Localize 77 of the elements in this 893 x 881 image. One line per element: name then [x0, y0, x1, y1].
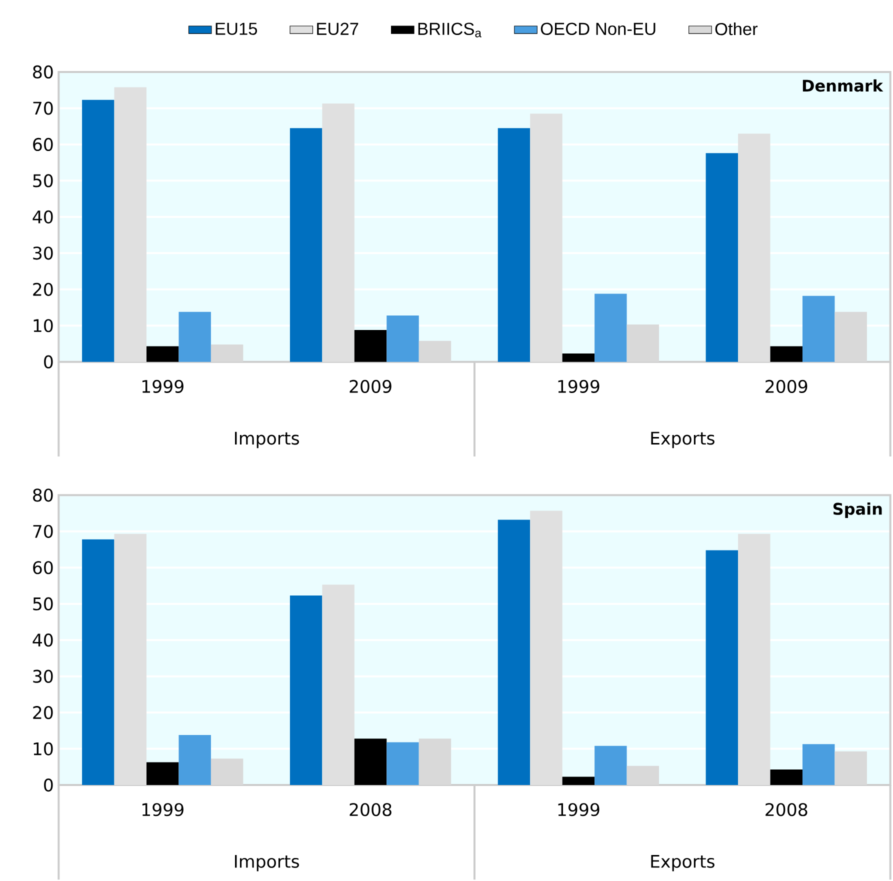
bar [738, 134, 770, 362]
y-tick-label: 30 [33, 246, 53, 260]
legend-label: BRIICS$_{a}$ [418, 22, 482, 38]
bar [322, 104, 354, 362]
bar [82, 540, 114, 786]
bar [210, 758, 244, 786]
bar [706, 550, 738, 786]
y-tick-label: 40 [32, 210, 53, 224]
bar [770, 346, 802, 362]
bar [386, 316, 419, 362]
text: Exports [651, 855, 714, 872]
bar [498, 128, 530, 362]
y-tick-label: 0 [44, 778, 53, 792]
bar [530, 114, 562, 362]
bar [290, 128, 322, 362]
y-tick-label: 20 [33, 283, 53, 296]
bar [82, 100, 114, 362]
text: Exports [651, 432, 714, 448]
bar [706, 153, 738, 362]
bar [290, 596, 322, 786]
legend-label: OECD Non-EU [540, 22, 656, 36]
chart-title: Denmark [802, 80, 884, 92]
bar [626, 766, 660, 786]
y-tick-label: 30 [33, 670, 53, 684]
x-tick-label: 1999 [142, 380, 184, 394]
bar [530, 510, 562, 786]
text: Imports [234, 855, 299, 872]
y-tick-label: 50 [33, 597, 53, 611]
y-tick-label: 40 [32, 634, 53, 647]
y-tick-label: 80 [33, 66, 53, 79]
bar [146, 762, 179, 786]
bar [322, 584, 354, 786]
y-tick-label: 60 [33, 138, 53, 152]
bar [210, 344, 244, 362]
bar [146, 346, 179, 362]
bar [562, 354, 595, 362]
bar [354, 738, 387, 786]
x-tick-label: 1999 [558, 803, 600, 816]
legend-label: EU27 [317, 22, 358, 36]
bar [114, 534, 146, 786]
bar [594, 746, 627, 786]
text: Imports [234, 432, 299, 448]
bar [562, 776, 595, 786]
x-tick-label: 2009 [350, 380, 392, 394]
x-tick-label: 1999 [558, 380, 600, 394]
y-tick-label: 0 [44, 355, 53, 369]
x-tick-label: 2008 [766, 803, 808, 816]
bar [594, 294, 627, 362]
legend-label: EU15 [216, 22, 258, 36]
y-tick-label: 20 [33, 706, 53, 720]
bar [802, 296, 835, 362]
bar [738, 534, 770, 786]
y-tick-label: 50 [33, 174, 53, 188]
y-tick-label: 10 [34, 742, 53, 756]
y-tick-label: 70 [33, 525, 53, 538]
bar [354, 330, 387, 362]
y-tick-label: 70 [33, 102, 53, 115]
y-tick-label: 10 [34, 319, 53, 332]
bar [802, 744, 835, 786]
bar [834, 752, 867, 786]
bar [834, 312, 867, 362]
x-tick-label: 2008 [350, 803, 392, 816]
bar [626, 324, 660, 362]
bar [178, 312, 211, 362]
y-tick-label: 60 [33, 561, 53, 574]
legend-label: Other [715, 22, 758, 36]
bar [498, 520, 530, 786]
bar [770, 770, 802, 786]
bar [418, 341, 452, 362]
y-tick-label: 80 [33, 488, 53, 502]
bar [418, 738, 452, 786]
x-tick-label: 1999 [142, 803, 184, 816]
chart-title: Spain [833, 502, 882, 518]
bar [114, 87, 146, 362]
bar [178, 735, 211, 786]
bar [386, 742, 419, 786]
x-tick-label: 2009 [766, 380, 808, 394]
